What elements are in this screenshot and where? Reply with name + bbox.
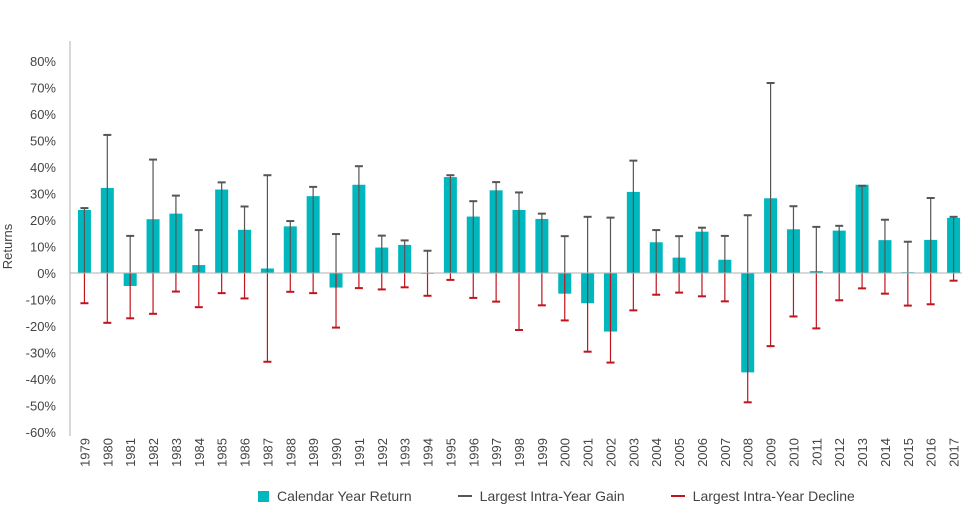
y-tick-label: 40% bbox=[30, 160, 56, 175]
x-tick-label: 1984 bbox=[192, 438, 207, 467]
x-tick-label: 1991 bbox=[352, 438, 367, 467]
x-tick-label: 2014 bbox=[878, 438, 893, 467]
x-tick-label: 1986 bbox=[238, 438, 253, 467]
x-tick-label: 2008 bbox=[741, 438, 756, 467]
x-tick-label: 1992 bbox=[375, 438, 390, 467]
x-tick-label: 2005 bbox=[672, 438, 687, 467]
x-tick-label: 1998 bbox=[512, 438, 527, 467]
y-tick-label: 10% bbox=[30, 240, 56, 255]
x-tick-label: 1994 bbox=[421, 438, 436, 467]
x-tick-label: 1981 bbox=[123, 438, 138, 467]
x-tick-label: 2004 bbox=[649, 438, 664, 467]
y-tick-label: 0% bbox=[37, 266, 56, 281]
x-tick-label: 2001 bbox=[581, 438, 596, 467]
x-tick-label: 1989 bbox=[306, 438, 321, 467]
x-tick-label: 1987 bbox=[260, 438, 275, 467]
x-tick-label: 2013 bbox=[855, 438, 870, 467]
y-tick-label: 30% bbox=[30, 187, 56, 202]
x-tick-label: 1985 bbox=[215, 438, 230, 467]
legend-label: Largest Intra-Year Decline bbox=[692, 488, 855, 504]
legend-swatch-teal bbox=[258, 490, 269, 502]
x-tick-label: 1996 bbox=[466, 438, 481, 467]
legend-swatch-red bbox=[670, 495, 685, 497]
x-tick-label: 2011 bbox=[809, 438, 824, 466]
x-tick-label: 1980 bbox=[100, 438, 115, 467]
y-tick-label: 80% bbox=[30, 54, 56, 69]
x-tick-label: 1997 bbox=[489, 438, 504, 467]
legend-item-largest-intra-year-gain: Largest Intra-Year Gain bbox=[457, 488, 625, 504]
legend-label: Largest Intra-Year Gain bbox=[479, 488, 625, 504]
y-tick-label: -10% bbox=[26, 293, 57, 308]
x-tick-label: 1988 bbox=[283, 438, 298, 467]
x-tick-label: 2009 bbox=[764, 438, 779, 467]
y-tick-label: -60% bbox=[26, 425, 57, 440]
x-tick-label: 1990 bbox=[329, 438, 344, 467]
x-tick-label: 1993 bbox=[398, 438, 413, 467]
y-tick-label: -30% bbox=[26, 346, 57, 361]
x-tick-label: 2002 bbox=[603, 438, 618, 467]
x-tick-label: 1979 bbox=[77, 438, 92, 467]
y-tick-label: 50% bbox=[30, 134, 56, 149]
x-tick-label: 2003 bbox=[626, 438, 641, 467]
y-tick-label: 20% bbox=[30, 213, 56, 228]
legend-swatch-gray bbox=[457, 495, 472, 497]
x-tick-label: 1983 bbox=[169, 438, 184, 467]
x-tick-label: 2006 bbox=[695, 438, 710, 467]
x-tick-label: 1999 bbox=[535, 438, 550, 467]
x-tick-label: 1982 bbox=[146, 438, 161, 467]
x-tick-label: 2015 bbox=[901, 438, 916, 467]
legend-label: Calendar Year Return bbox=[277, 488, 412, 504]
legend-item-largest-intra-year-decline: Largest Intra-Year Decline bbox=[670, 488, 855, 504]
y-tick-label: -20% bbox=[26, 319, 57, 334]
legend: Calendar Year Return Largest Intra-Year … bbox=[258, 488, 855, 504]
x-tick-label: 2012 bbox=[832, 438, 847, 467]
y-tick-label: 70% bbox=[30, 81, 56, 96]
x-tick-label: 2017 bbox=[947, 438, 962, 467]
y-tick-label: -50% bbox=[26, 399, 57, 414]
x-tick-label: 2000 bbox=[558, 438, 573, 467]
y-tick-label: -40% bbox=[26, 372, 57, 387]
y-axis-title: Returns bbox=[0, 223, 15, 269]
x-tick-label: 1995 bbox=[443, 438, 458, 467]
x-tick-label: 2016 bbox=[924, 438, 939, 467]
bar-chart: 80% 70% 60% 50% 40% 30% 20% 10% 0% -10% -20% -30% -4… bbox=[0, 41, 962, 467]
legend-item-calendar-year-return: Calendar Year Return bbox=[258, 488, 412, 504]
x-tick-label: 2010 bbox=[786, 438, 801, 467]
x-tick-label: 2007 bbox=[718, 438, 733, 467]
y-tick-label: 60% bbox=[30, 107, 56, 122]
